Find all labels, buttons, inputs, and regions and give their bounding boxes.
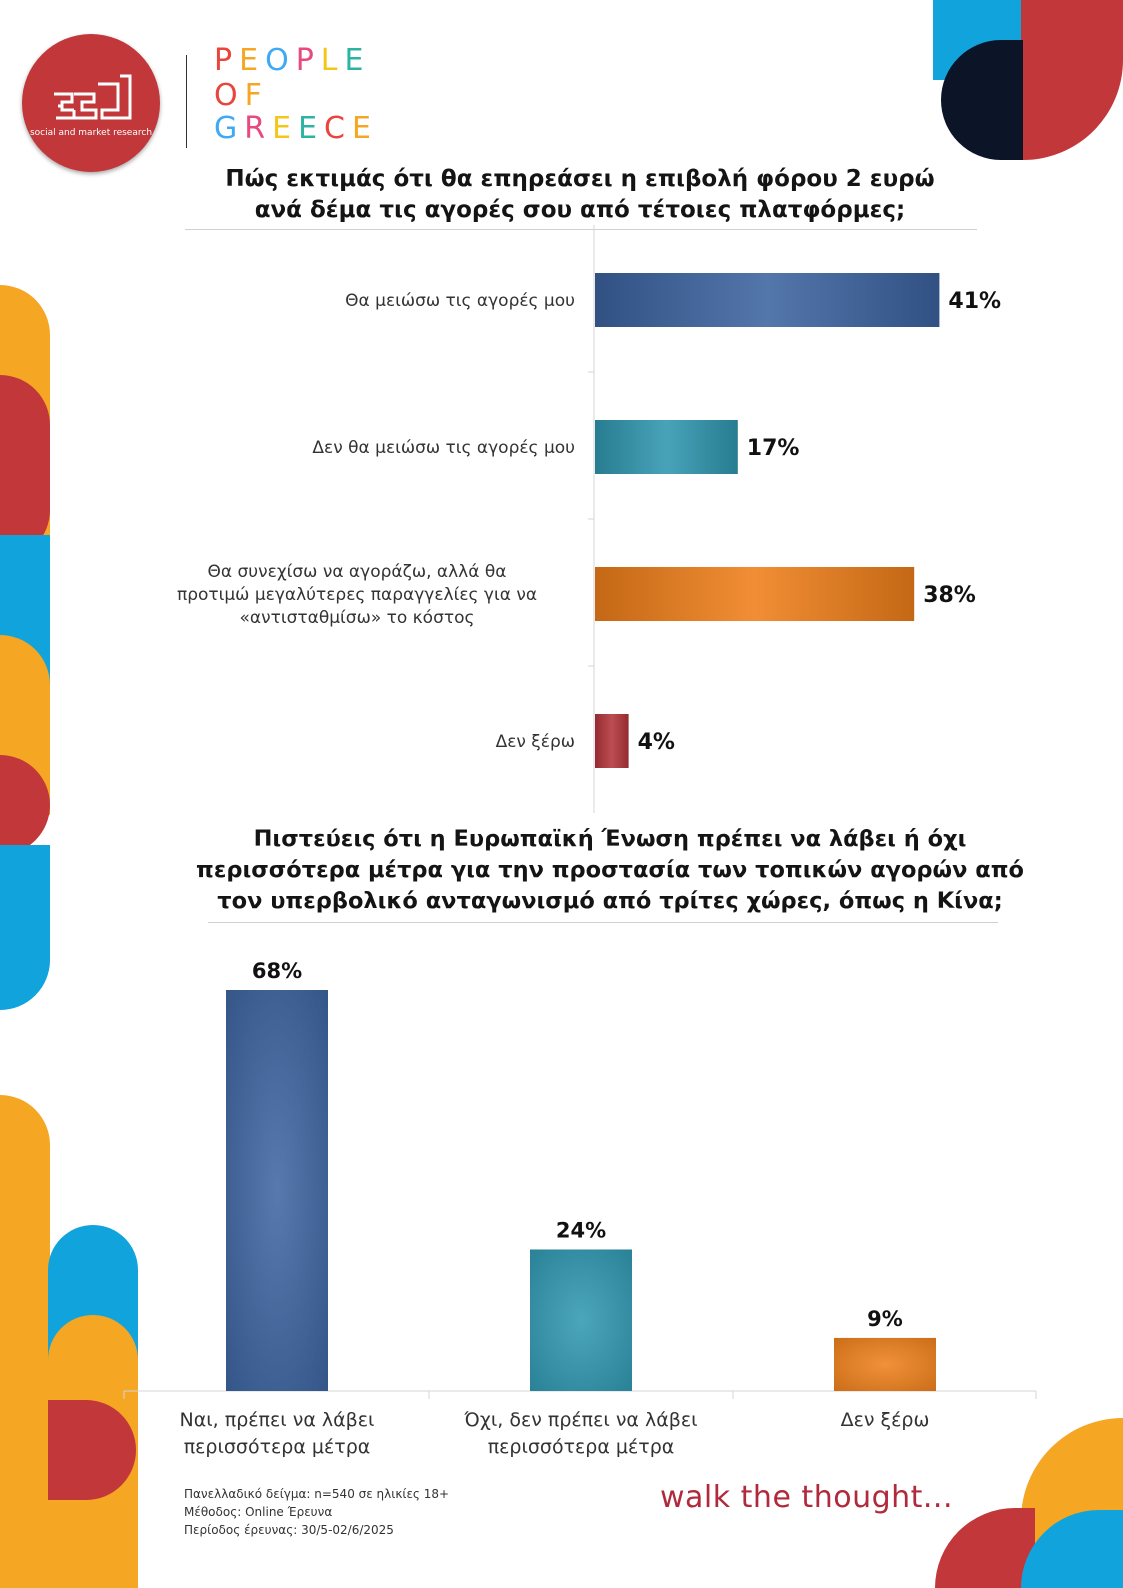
brand-letter: E: [344, 43, 371, 78]
brand-line-of: OF: [214, 79, 269, 113]
chart2-vertical-bar-chart: 68% Ναι, πρέπει να λάβει περισσότερα μέτρα…: [123, 959, 1037, 1458]
logo-divider: [186, 55, 187, 148]
chart1-title: Πώς εκτιμάς ότι θα επηρεάσει η επιβολή φ…: [225, 166, 935, 223]
chart2-value-label: 9%: [867, 1307, 903, 1331]
chart1-bar: [595, 420, 738, 474]
brand-letter: O: [265, 43, 296, 78]
decor-top-right: [933, 0, 1123, 160]
chart1-category-label: Θα μειώσω τις αγορές μου: [345, 291, 575, 311]
chart2-category-label: Ναι, πρέπει να λάβει περισσότερα μέτρα: [180, 1409, 375, 1458]
chart1-value-label: 41%: [948, 289, 1001, 314]
brand-letter: P: [214, 43, 240, 78]
chart1-category-label: Δεν ξέρω: [496, 732, 575, 752]
brand-letter: G: [214, 111, 245, 146]
decor-bottom-left: [0, 1095, 140, 1588]
chart1-bar: [595, 273, 940, 327]
chart1-value-label: 17%: [747, 436, 800, 461]
chart2-category-label: Δεν ξέρω: [841, 1409, 930, 1431]
chart1-value-label: 38%: [923, 583, 976, 608]
survey-method-note: Μέθοδος: Online Έρευνα: [184, 1505, 333, 1519]
survey-notes: Πανελλαδικό δείγμα: n=540 σε ηλικίες 18+…: [184, 1485, 449, 1539]
brand-letter: R: [244, 111, 273, 146]
brand-letter: E: [298, 111, 325, 146]
decor-bottom-right: [935, 1418, 1123, 1588]
brand-letter: O: [214, 78, 245, 113]
chart2-title-rule: [208, 922, 998, 923]
chart2-bar: [834, 1337, 936, 1391]
chart2-value-label: 68%: [252, 959, 302, 983]
chart1-value-label: 4%: [638, 730, 675, 755]
logo-tagline: social and market research: [29, 128, 153, 138]
brand-letter: E: [272, 111, 299, 146]
survey-period-note: Περίοδος έρευνας: 30/5-02/6/2025: [184, 1523, 394, 1537]
chart1-bar: [595, 714, 629, 768]
brand-letter: E: [352, 111, 378, 146]
ged-logo: [22, 34, 160, 172]
brand-letter: F: [244, 78, 269, 113]
brand-letter: C: [324, 111, 352, 146]
chart2-category-label: Όχι, δεν πρέπει να λάβει περισσότερα μέτρ…: [463, 1409, 697, 1458]
chart2-value-label: 24%: [556, 1218, 606, 1242]
brand-letter: L: [320, 43, 345, 78]
chart1-bar: [595, 567, 915, 621]
brand-line-people: PEOPLE: [214, 44, 370, 78]
decor-left-column: [0, 285, 52, 1015]
chart1-horizontal-bar-chart: 41% Θα μειώσω τις αγορές μου 17% Δεν θα μει…: [177, 225, 1001, 813]
chart1-category-label: Δεν θα μειώσω τις αγορές μου: [312, 438, 575, 458]
slogan: walk the thought...: [660, 1480, 954, 1515]
brand-letter: P: [295, 43, 321, 78]
chart2-title: Πιστεύεις ότι η Ευρωπαϊκή Ένωση πρέπει ν…: [196, 826, 1024, 914]
chart2-bar: [226, 990, 328, 1391]
chart1-title-rule: [185, 229, 977, 230]
survey-sample-note: Πανελλαδικό δείγμα: n=540 σε ηλικίες 18+: [184, 1487, 450, 1501]
ged-mark-icon: [54, 74, 132, 120]
chart1-category-label: Θα συνεχίσω να αγοράζω, αλλά θα προτιμώ μ…: [177, 562, 537, 628]
chart2-bar: [530, 1249, 632, 1391]
brand-letter: E: [239, 43, 266, 78]
brand-line-greece: GREECE: [214, 112, 378, 146]
